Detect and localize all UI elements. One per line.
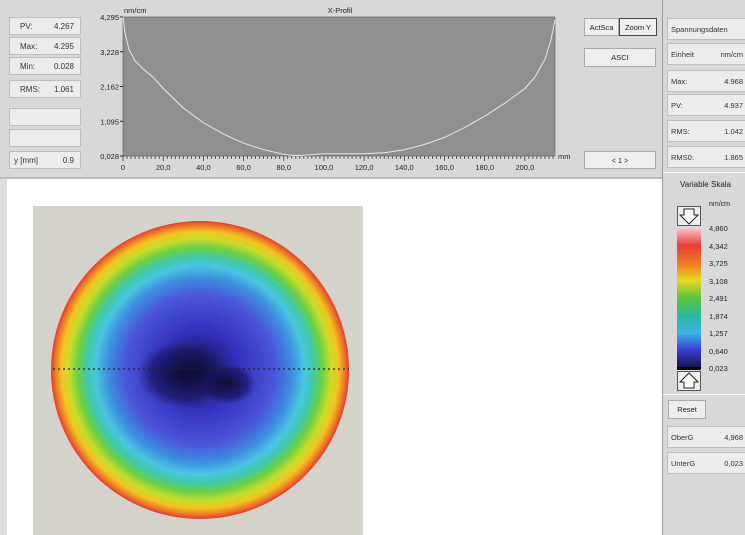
max-value: 4.295 xyxy=(54,42,74,51)
unterg-value: 0,023 xyxy=(724,459,743,468)
right-pv-field: PV: 4.937 xyxy=(667,94,745,116)
y-axis-unit: nm/cm xyxy=(124,6,147,15)
profile-chart: X-Profil nm/cm mm 4,295 3,228 2,162 1,095 0,… xyxy=(90,0,580,177)
right-rms0-value: 1.865 xyxy=(724,153,743,162)
right-max-label: Max: xyxy=(671,77,687,86)
unterg-label: UnterG xyxy=(671,459,695,468)
scale-up-button[interactable] xyxy=(677,206,701,226)
empty-field-1 xyxy=(9,108,81,126)
x-tick-label: 40,0 xyxy=(196,163,211,172)
pv-value: 4.267 xyxy=(54,22,74,31)
x-tick-label: 80,0 xyxy=(276,163,291,172)
zoom-y-button[interactable]: Zoom Y xyxy=(619,18,657,36)
right-divider-1 xyxy=(663,172,745,173)
scale-label: 3,725 xyxy=(709,259,728,268)
pv-label: PV: xyxy=(20,22,33,31)
left-edge xyxy=(0,179,7,535)
scale-unit: nm/cm xyxy=(709,201,730,208)
plot-area xyxy=(123,17,555,156)
einheit-field: Einheit nm/cm xyxy=(667,43,745,65)
right-max-value: 4.968 xyxy=(724,77,743,86)
x-tick-label: 160,0 xyxy=(435,163,454,172)
color-scale-bar xyxy=(677,228,701,368)
y-position-field[interactable]: y [mm] 0.9 xyxy=(9,151,81,169)
arrow-down-icon xyxy=(678,207,700,225)
rms-label: RMS: xyxy=(20,85,40,94)
right-rms-label: RMS: xyxy=(671,127,690,136)
x-tick-label: 120,0 xyxy=(355,163,374,172)
right-divider-2 xyxy=(663,394,745,395)
x-tick-label: 140,0 xyxy=(395,163,414,172)
rms-value: 1.061 xyxy=(54,85,74,94)
ascii-button[interactable]: ASCI xyxy=(584,48,656,67)
right-rms-value: 1.042 xyxy=(724,127,743,136)
oberg-value: 4,968 xyxy=(724,433,743,442)
oberg-field[interactable]: OberG 4,968 xyxy=(667,426,745,448)
right-rms0-field: RMS0: 1.865 xyxy=(667,146,745,168)
right-pv-label: PV: xyxy=(671,101,683,110)
oberg-label: OberG xyxy=(671,433,694,442)
x-axis-unit: mm xyxy=(558,152,571,161)
x-tick-label: 200,0 xyxy=(515,163,534,172)
right-rms0-label: RMS0: xyxy=(671,153,694,162)
x-tick-label: 60,0 xyxy=(236,163,251,172)
scale-title: Variable Skala xyxy=(680,180,731,189)
y-tick-label: 3,228 xyxy=(100,48,119,57)
scale-label: 4,342 xyxy=(709,242,728,251)
max-label: Max: xyxy=(20,42,37,51)
min-label: Min: xyxy=(20,62,35,71)
y-value: 0.9 xyxy=(63,156,74,165)
spannungsdaten-header: Spannungsdaten xyxy=(667,18,745,40)
scale-marker xyxy=(677,367,701,370)
scale-down-button[interactable] xyxy=(677,371,701,391)
pv-field: PV: 4.267 xyxy=(9,17,81,35)
scale-label: 1,874 xyxy=(709,312,728,321)
max-field: Max: 4.295 xyxy=(9,37,81,55)
scale-label: 1,257 xyxy=(709,329,728,338)
page-selector[interactable]: < 1 > xyxy=(584,151,656,169)
unterg-field[interactable]: UnterG 0,023 xyxy=(667,452,745,474)
chart-title: X-Profil xyxy=(328,6,353,15)
rms-field: RMS: 1.061 xyxy=(9,80,81,98)
scale-label: 3,108 xyxy=(709,277,728,286)
y-tick-label: 1,095 xyxy=(100,117,119,126)
arrow-up-icon xyxy=(678,372,700,390)
empty-field-2 xyxy=(9,129,81,147)
scale-label: 0,640 xyxy=(709,347,728,356)
min-field: Min: 0.028 xyxy=(9,57,81,75)
horizontal-divider xyxy=(0,177,662,179)
x-tick-label: 100,0 xyxy=(315,163,334,172)
actsca-button[interactable]: ActSca xyxy=(584,18,619,36)
spannungsdaten-title: Spannungsdaten xyxy=(671,25,728,34)
right-max-field: Max: 4.968 xyxy=(667,70,745,92)
y-tick-label: 2,162 xyxy=(100,83,119,92)
stress-map[interactable] xyxy=(33,206,363,535)
right-pv-value: 4.937 xyxy=(724,101,743,110)
y-tick-label: 4,295 xyxy=(100,13,119,22)
x-tick-label: 0 xyxy=(121,163,125,172)
x-tick-label: 20,0 xyxy=(156,163,171,172)
einheit-label: Einheit xyxy=(671,50,694,59)
right-rms-field: RMS: 1.042 xyxy=(667,120,745,142)
scale-label: 4,860 xyxy=(709,224,728,233)
einheit-value: nm/cm xyxy=(721,50,744,59)
scale-label: 2,491 xyxy=(709,294,728,303)
dark-core-2 xyxy=(200,364,256,404)
y-label: y [mm] xyxy=(14,156,38,165)
reset-button[interactable]: Reset xyxy=(668,400,706,419)
min-value: 0.028 xyxy=(54,62,74,71)
y-tick-label: 0,028 xyxy=(100,152,119,161)
x-tick-label: 180,0 xyxy=(475,163,494,172)
scale-label: 0,023 xyxy=(709,364,728,373)
